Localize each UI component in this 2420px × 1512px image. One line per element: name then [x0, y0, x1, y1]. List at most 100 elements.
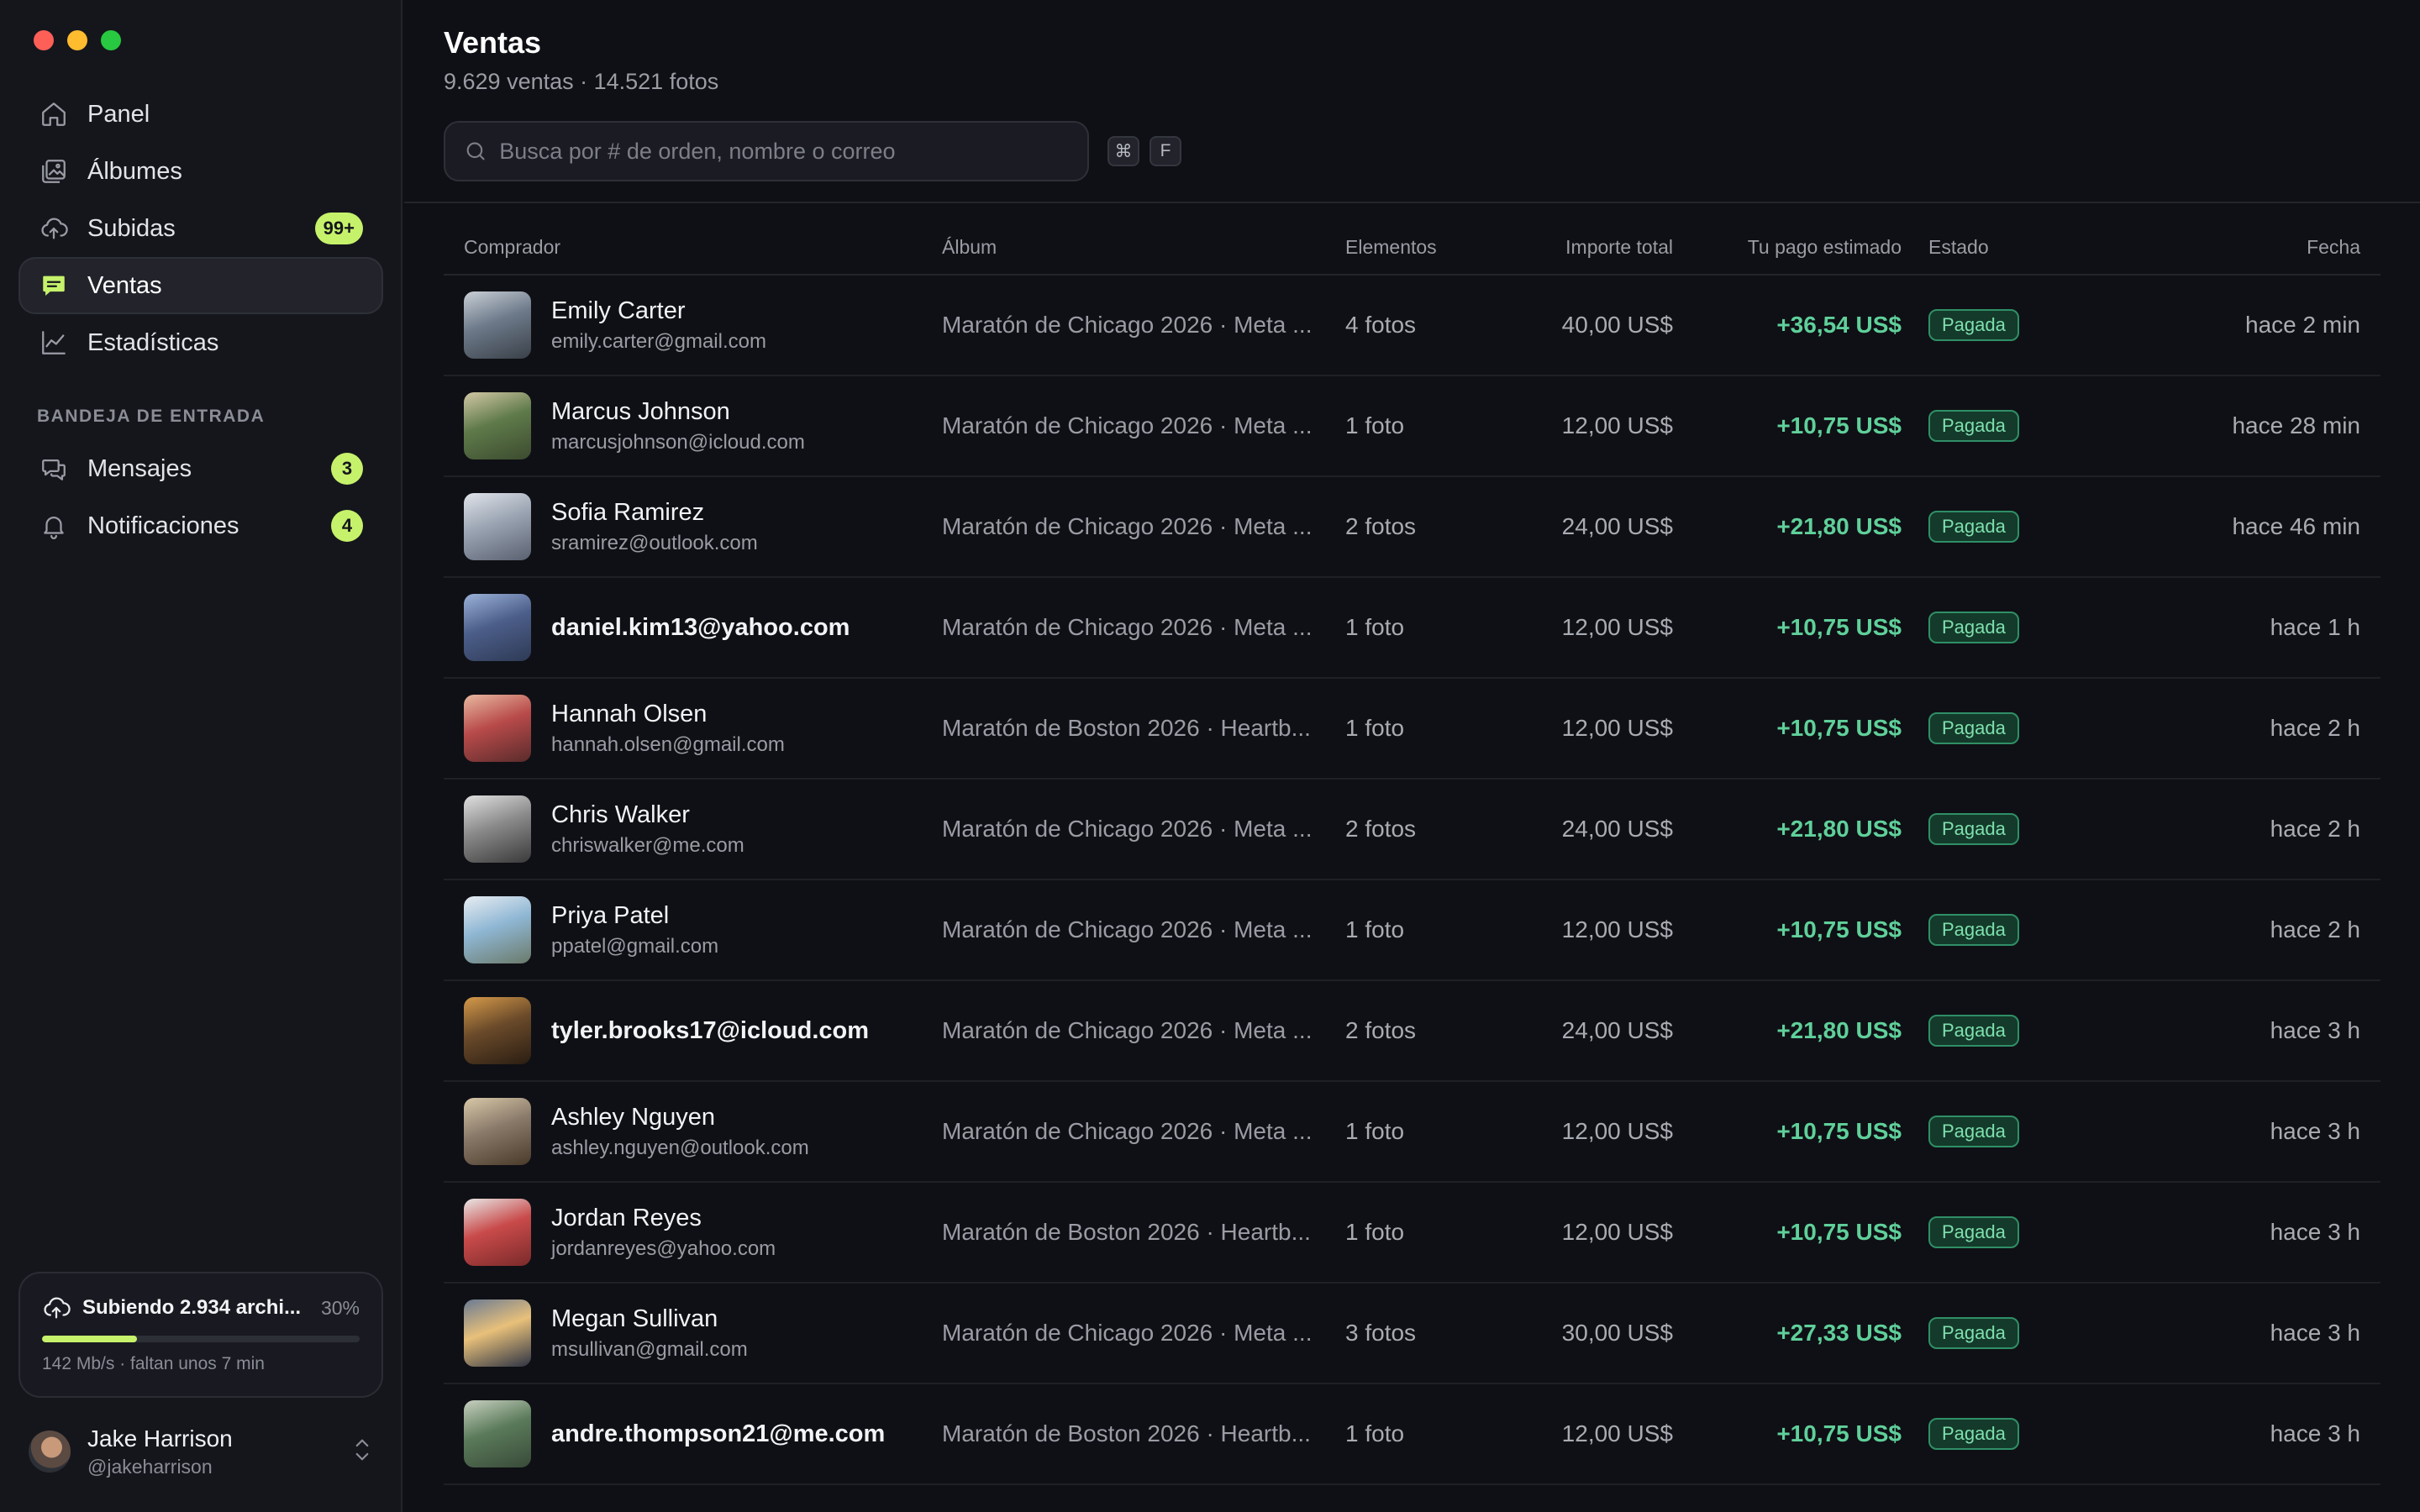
sidebar-item-ventas[interactable]: Ventas: [18, 257, 383, 314]
buyer-email: ashley.nguyen@outlook.com: [551, 1136, 809, 1159]
upload-percent: 30%: [320, 1296, 360, 1319]
table-row[interactable]: daniel.kim13@yahoo.com Maratón de Chicag…: [444, 578, 2381, 679]
buyer-cell: Marcus Johnson marcusjohnson@icloud.com: [444, 392, 942, 459]
search-icon: [466, 142, 485, 160]
minimize-window-button[interactable]: [67, 30, 87, 50]
buyer-name: Priya Patel: [551, 901, 670, 929]
status-badge: Pagada: [1928, 914, 2019, 946]
photo-thumbnail[interactable]: [464, 493, 531, 560]
sidebar-item-panel[interactable]: Panel: [18, 86, 383, 143]
total-cell: 24,00 US$: [1561, 1017, 1673, 1043]
sales-icon: [39, 270, 69, 301]
total-cell: 12,00 US$: [1561, 1219, 1673, 1245]
sidebar-item-label: Panel: [87, 100, 150, 128]
photo-thumbnail[interactable]: [464, 392, 531, 459]
photo-thumbnail[interactable]: [464, 594, 531, 661]
upload-progress-bar: [42, 1336, 360, 1342]
table-row[interactable]: Sofia Ramirez sramirez@outlook.com Marat…: [444, 477, 2381, 578]
payout-cell: +10,75 US$: [1776, 614, 1902, 640]
total-cell: 12,00 US$: [1561, 916, 1673, 942]
items-cell: 1 foto: [1345, 412, 1405, 438]
table-row[interactable]: tyler.brooks17@icloud.com Maratón de Chi…: [444, 981, 2381, 1082]
upload-subtitle: 142 Mb/s · faltan unos 7 min: [42, 1354, 265, 1373]
payout-cell: +10,75 US$: [1776, 1420, 1902, 1446]
column-header-album[interactable]: Álbum: [942, 235, 997, 258]
sidebar-item-notificaciones[interactable]: Notificaciones 4: [18, 497, 383, 554]
table-row[interactable]: Jordan Reyes jordanreyes@yahoo.com Marat…: [444, 1183, 2381, 1284]
payout-cell: +21,80 US$: [1776, 816, 1902, 842]
status-cell: Pagada: [1902, 1216, 2081, 1248]
photo-thumbnail[interactable]: [464, 1400, 531, 1467]
status-cell: Pagada: [1902, 309, 2081, 341]
photo-thumbnail[interactable]: [464, 896, 531, 963]
upload-progress-card[interactable]: Subiendo 2.934 archi... 30% 142 Mb/s · f…: [18, 1272, 383, 1398]
photo-thumbnail[interactable]: [464, 1299, 531, 1367]
date-cell: hace 28 min: [2232, 412, 2360, 438]
buyer-cell: daniel.kim13@yahoo.com: [444, 594, 942, 661]
total-cell: 12,00 US$: [1561, 715, 1673, 741]
table-row[interactable]: Priya Patel ppatel@gmail.com Maratón de …: [444, 880, 2381, 981]
search-input[interactable]: [499, 138, 1069, 165]
column-header-date[interactable]: Fecha: [2307, 235, 2360, 258]
inbox-section-label: BANDEJA DE ENTRADA: [37, 407, 266, 426]
photo-thumbnail[interactable]: [464, 795, 531, 863]
status-badge: Pagada: [1928, 712, 2019, 744]
buyer-cell: Hannah Olsen hannah.olsen@gmail.com: [444, 695, 942, 762]
column-header-items[interactable]: Elementos: [1345, 235, 1437, 258]
buyer-cell: andre.thompson21@me.com: [444, 1400, 942, 1467]
status-cell: Pagada: [1902, 1015, 2081, 1047]
sidebar-item-mensajes[interactable]: Mensajes 3: [18, 440, 383, 497]
table-row[interactable]: andre.thompson21@me.com Maratón de Bosto…: [444, 1384, 2381, 1485]
table-row[interactable]: Marcus Johnson marcusjohnson@icloud.com …: [444, 376, 2381, 477]
column-header-status[interactable]: Estado: [1928, 235, 1989, 258]
status-badge: Pagada: [1928, 511, 2019, 543]
table-row[interactable]: Hannah Olsen hannah.olsen@gmail.com Mara…: [444, 679, 2381, 780]
status-cell: Pagada: [1902, 511, 2081, 543]
column-header-buyer[interactable]: Comprador: [464, 235, 561, 258]
photo-thumbnail[interactable]: [464, 1199, 531, 1266]
table-row[interactable]: Emily Carter emily.carter@gmail.com Mara…: [444, 276, 2381, 376]
status-badge: Pagada: [1928, 1015, 2019, 1047]
photo-thumbnail[interactable]: [464, 997, 531, 1064]
column-header-payout[interactable]: Tu pago estimado: [1747, 235, 1902, 258]
total-cell: 24,00 US$: [1561, 816, 1673, 842]
zoom-window-button[interactable]: [101, 30, 121, 50]
messages-count-badge: 3: [331, 453, 363, 485]
items-cell: 1 foto: [1345, 916, 1405, 942]
buyer-cell: Emily Carter emily.carter@gmail.com: [444, 291, 942, 359]
sidebar-item-albumes[interactable]: Álbumes: [18, 143, 383, 200]
header-divider: [404, 202, 2420, 203]
user-name: Jake Harrison: [87, 1425, 233, 1452]
column-header-total[interactable]: Importe total: [1565, 235, 1673, 258]
buyer-name: Emily Carter: [551, 297, 686, 324]
table-row[interactable]: Chris Walker chriswalker@me.com Maratón …: [444, 780, 2381, 880]
inbox-nav: Mensajes 3 Notificaciones 4: [18, 440, 383, 554]
items-cell: 1 foto: [1345, 1420, 1405, 1446]
album-cell: Maratón de Chicago 2026 · Meta ...: [942, 312, 1313, 338]
buyer-email: jordanreyes@yahoo.com: [551, 1236, 776, 1260]
buyer-email: marcusjohnson@icloud.com: [551, 430, 805, 454]
chart-icon: [39, 328, 69, 358]
photo-thumbnail[interactable]: [464, 1098, 531, 1165]
sidebar-item-subidas[interactable]: Subidas 99+: [18, 200, 383, 257]
search-field[interactable]: [444, 121, 1089, 181]
table-row[interactable]: Megan Sullivan msullivan@gmail.com Marat…: [444, 1284, 2381, 1384]
upload-title: Subiendo 2.934 archi...: [82, 1296, 302, 1319]
status-badge: Pagada: [1928, 813, 2019, 845]
items-cell: 1 foto: [1345, 715, 1405, 741]
user-account-switcher[interactable]: Jake Harrison @jakeharrison: [29, 1421, 375, 1482]
buyer-email: emily.carter@gmail.com: [551, 329, 766, 353]
buyer-email: daniel.kim13@yahoo.com: [551, 613, 850, 641]
sidebar-item-estadisticas[interactable]: Estadísticas: [18, 314, 383, 371]
cloud-upload-icon: [44, 1297, 71, 1319]
status-cell: Pagada: [1902, 712, 2081, 744]
status-cell: Pagada: [1902, 1116, 2081, 1147]
photo-thumbnail[interactable]: [464, 695, 531, 762]
table-row[interactable]: Ashley Nguyen ashley.nguyen@outlook.com …: [444, 1082, 2381, 1183]
payout-cell: +10,75 US$: [1776, 412, 1902, 438]
photo-thumbnail[interactable]: [464, 291, 531, 359]
close-window-button[interactable]: [34, 30, 54, 50]
items-cell: 3 fotos: [1345, 1320, 1417, 1346]
status-cell: Pagada: [1902, 813, 2081, 845]
payout-cell: +10,75 US$: [1776, 1219, 1902, 1245]
